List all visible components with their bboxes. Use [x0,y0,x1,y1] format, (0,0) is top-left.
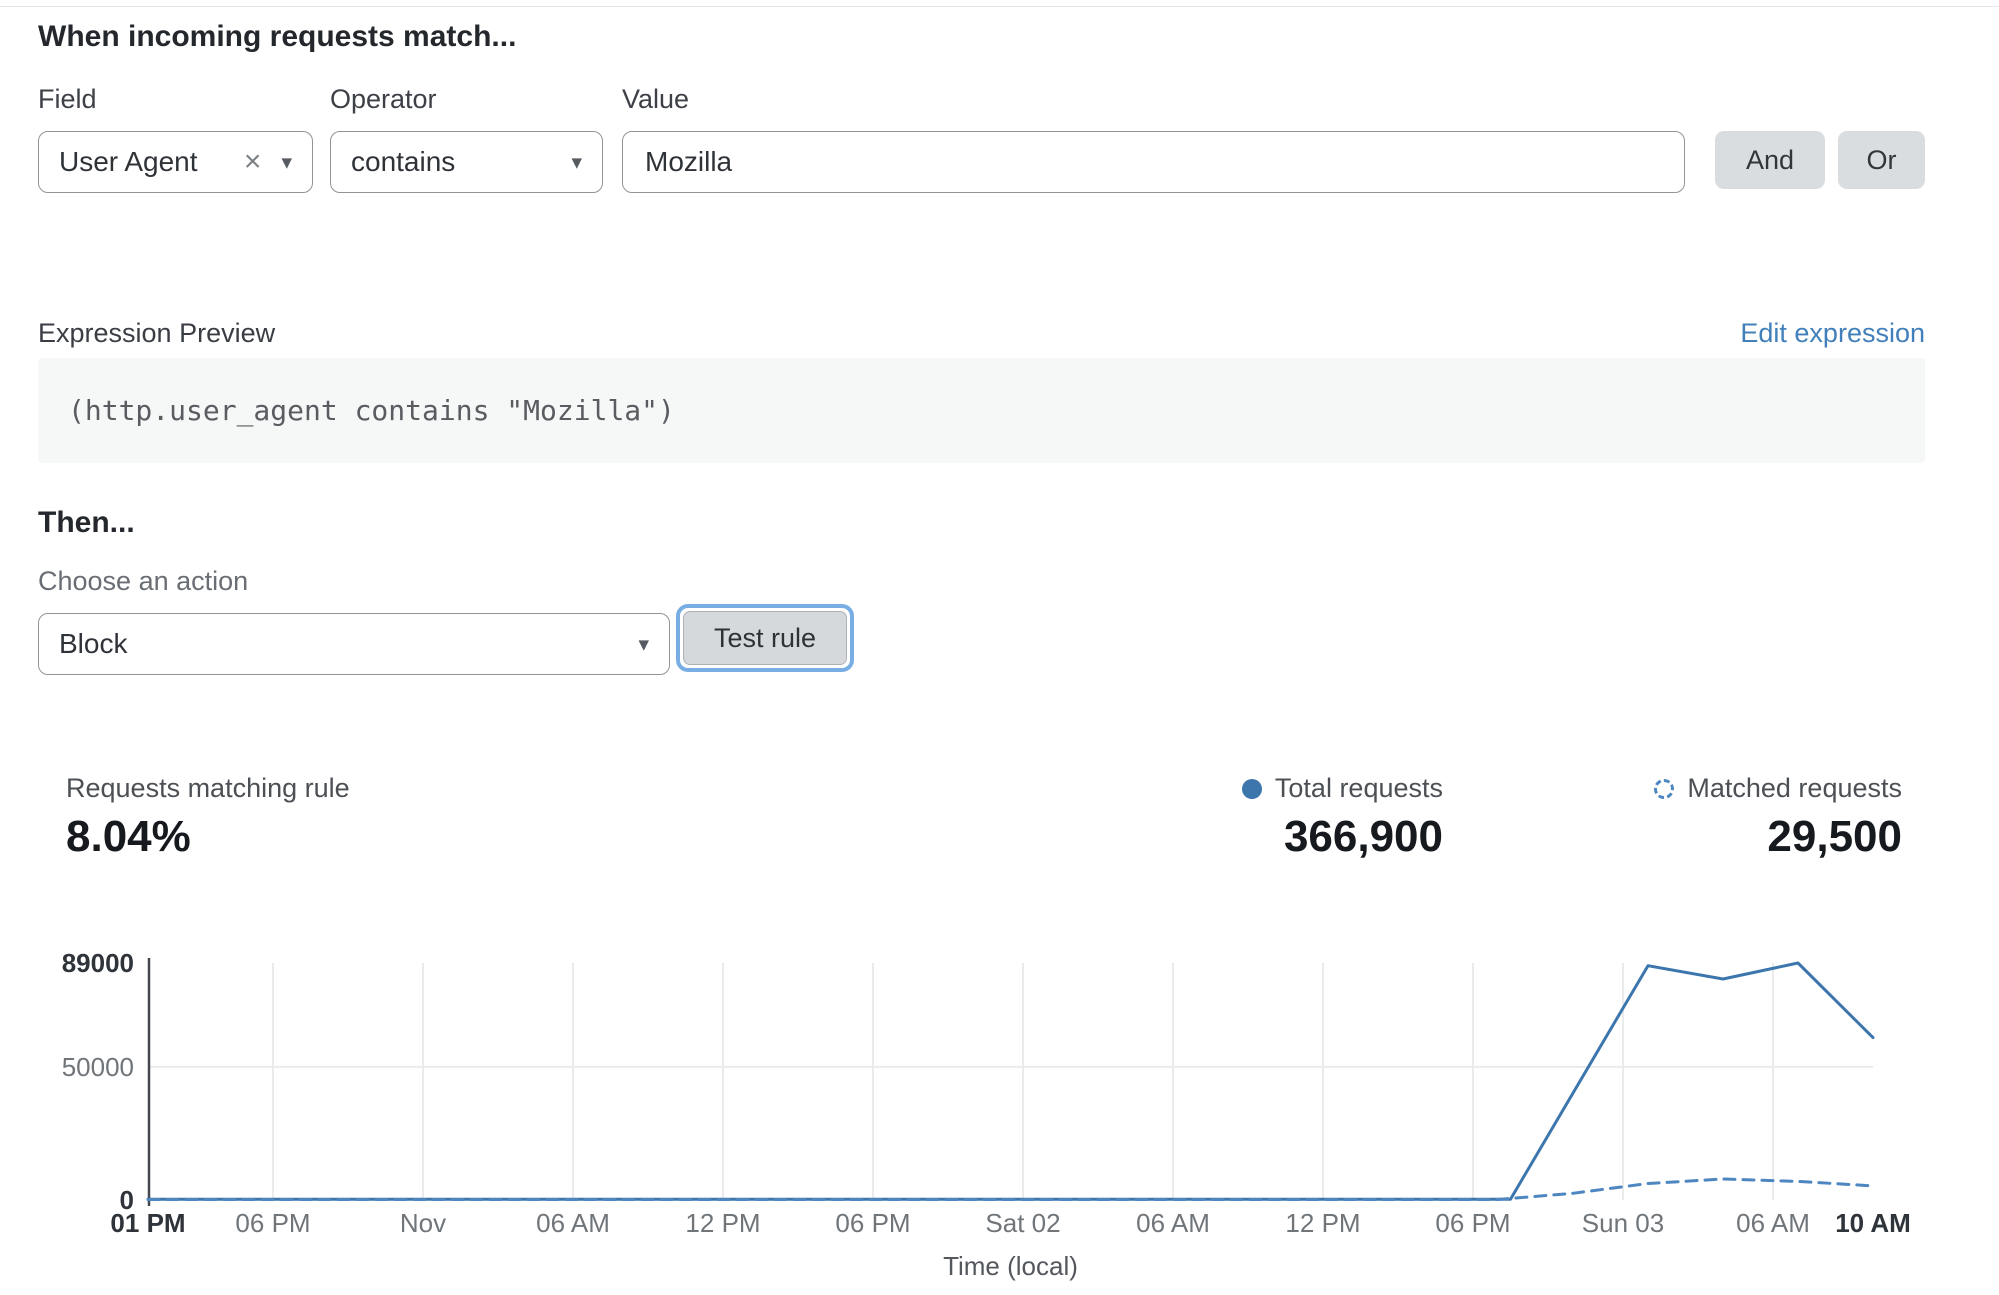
action-select[interactable]: Block ▾ [38,613,670,675]
or-button[interactable]: Or [1838,131,1925,189]
y-tick-label: 0 [120,1185,134,1215]
action-select-value: Block [59,628,128,659]
choose-action-label: Choose an action [38,566,249,596]
x-tick-label: Sat 02 [985,1208,1060,1238]
matched-requests-label: Matched requests [1687,773,1902,803]
requests-chart: 89000 50000 0 01 PM 06 PM Nov 06 AM 12 PM 06 PM S… [0,930,1999,1295]
expression-code: (http.user_agent contains "Mozilla") [68,394,675,427]
page-title: When incoming requests match... [38,20,517,53]
y-tick-label: 89000 [62,948,134,978]
chevron-down-icon: ▾ [571,150,582,174]
expression-preview-label: Expression Preview [38,318,276,348]
test-rule-button[interactable]: Test rule [683,611,848,665]
then-heading: Then... [38,506,135,539]
series-line-matched [146,1177,1875,1201]
chevron-down-icon: ▾ [281,150,292,174]
total-requests-value: 366,900 [1283,812,1443,861]
y-tick-label: 50000 [62,1052,134,1082]
test-rule-focus-ring: Test rule [676,604,855,672]
x-tick-label: 06 PM [1435,1208,1510,1238]
edit-expression-link[interactable]: Edit expression [1740,318,1925,348]
operator-select[interactable]: contains ▾ [330,131,603,193]
x-tick-label: 06 PM [235,1208,310,1238]
and-button[interactable]: And [1715,131,1825,189]
operator-select-value: contains [351,146,456,177]
x-tick-label: Nov [400,1208,446,1238]
value-label: Value [622,84,690,114]
total-requests-label: Total requests [1274,773,1443,803]
field-select[interactable]: User Agent × ▾ [38,131,313,193]
x-tick-label: Sun 03 [1582,1208,1664,1238]
x-tick-label: 06 PM [835,1208,910,1238]
x-tick-label: 01 PM [110,1208,185,1238]
solid-dot-icon [1241,778,1262,799]
x-tick-label: 06 AM [1136,1208,1210,1238]
x-tick-label: 10 AM [1835,1208,1911,1238]
matched-requests-value: 29,500 [1767,812,1902,861]
requests-matching-label: Requests matching rule [66,773,350,803]
top-divider [0,6,1999,7]
requests-matching-stat: Requests matching rule 8.04% [66,773,350,862]
requests-line-chart: 89000 50000 001 PM 06 PM Nov 06 AM 12 PM 06 PM S… [62,948,1911,1281]
chevron-down-icon: ▾ [638,632,649,656]
x-tick-label: 06 AM [1736,1208,1810,1238]
dashed-circle-icon [1654,778,1675,799]
field-select-value: User Agent [59,146,198,177]
series-line-total [146,961,1875,1201]
operator-label: Operator [330,84,437,114]
x-axis-title: Time (local) [943,1251,1078,1281]
clear-field-icon[interactable]: × [243,145,262,178]
value-input[interactable] [622,131,1685,193]
field-label: Field [38,84,97,114]
legend-matched-requests: Matched requests 29,500 [1602,773,1902,862]
x-tick-label: 12 PM [1285,1208,1360,1238]
legend-total-requests: Total requests 366,900 [1143,773,1443,862]
x-tick-label: 12 PM [685,1208,760,1238]
x-tick-label: 06 AM [536,1208,610,1238]
requests-matching-value: 8.04% [66,812,191,861]
expression-preview-box: (http.user_agent contains "Mozilla") [38,358,1925,463]
